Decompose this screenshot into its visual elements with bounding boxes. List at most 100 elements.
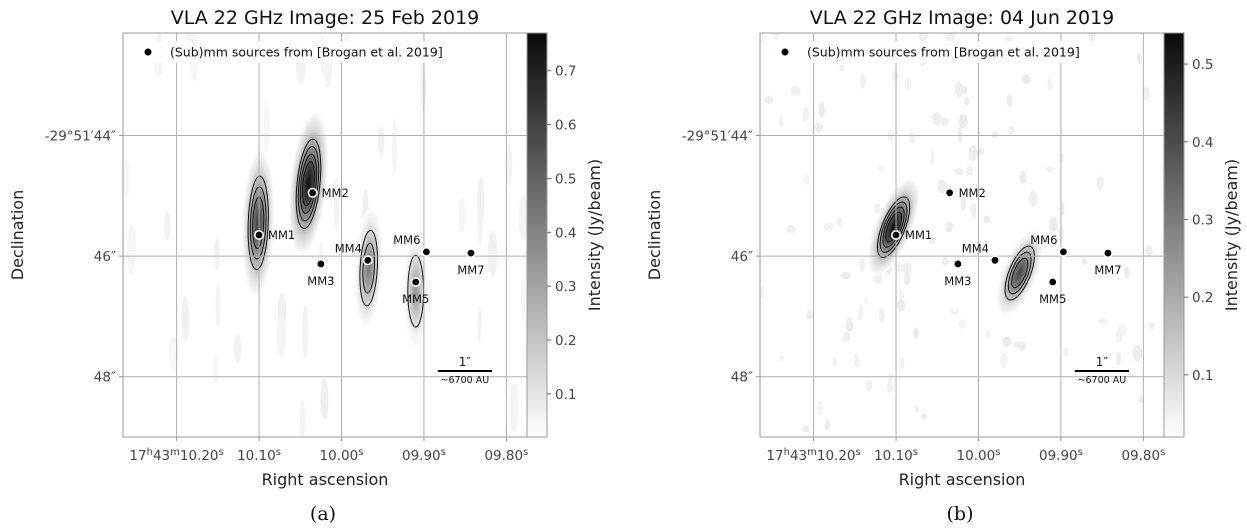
x-tick-sec: 10.20 (180, 448, 219, 464)
emission-fill (867, 178, 920, 276)
x-tick-min: 43 (153, 448, 170, 464)
contour-line (359, 230, 378, 307)
source-marker-mm6: MM6 (393, 233, 432, 257)
x-tick-sec: 09.80 (1121, 448, 1160, 464)
colorbar-scale (526, 32, 548, 438)
scale-bar-label: 1″ (459, 355, 472, 369)
y-tick-label: 48″ (731, 370, 753, 386)
panel-caption: (b) (947, 503, 974, 525)
y-axis: -29°51′44″ 46″ 48″ (682, 129, 760, 386)
source-marker-mm4: MM4 (335, 241, 373, 266)
x-tick-label: 09.90s (1039, 447, 1083, 465)
panel-b: VLA 22 GHz Image: 04 Jun 2019 (Sub)mm sou… (645, 7, 1241, 525)
source-dot (1102, 248, 1113, 259)
source-label: MM3 (944, 274, 971, 288)
source-label: MM1 (268, 228, 295, 242)
contour-line (247, 175, 269, 271)
chart-title: VLA 22 GHz Image: 04 Jun 2019 (810, 7, 1115, 29)
x-tick-sec_unit: s (441, 447, 446, 458)
x-tick-sec: 10.00 (957, 448, 996, 464)
legend-label: (Sub)mm sources from [Brogan et al. 2019… (807, 45, 1080, 60)
x-tick-min: 43 (790, 448, 807, 464)
x-tick-deg_unit: h (784, 447, 790, 458)
source-label: MM7 (1094, 263, 1121, 277)
source-marker-mm2: MM2 (944, 186, 986, 200)
x-tick-label: 10.00s (320, 447, 364, 465)
x-tick-sec_unit: s (219, 447, 224, 458)
source-marker-mm3: MM3 (944, 258, 971, 288)
scale-bar-sublabel: ~6700 AU (1078, 375, 1127, 386)
x-tick-sec: 10.00 (320, 448, 359, 464)
colorbar: 0.1 0.2 0.3 0.4 0.5 0.6 0.7 Intensity (Jy/beam) (526, 32, 604, 438)
source-marker-mm5: MM5 (1039, 277, 1066, 306)
colorbar-tick-label: 0.1 (1192, 368, 1213, 384)
colorbar: 0.1 0.2 0.3 0.4 0.5 Intensity (Jy/beam) (1163, 32, 1241, 438)
colorbar-tick-label: 0.5 (555, 171, 576, 187)
source-dot (410, 277, 421, 288)
source-dot (1058, 246, 1069, 257)
source-dot (307, 187, 318, 198)
x-tick-sec: 09.90 (402, 448, 441, 464)
y-axis-label: Declination (645, 190, 664, 280)
x-tick-sec: 09.80 (484, 448, 523, 464)
source-label: MM5 (402, 292, 429, 306)
x-tick-deg: 17 (129, 448, 146, 464)
source-label: MM5 (1039, 292, 1066, 306)
x-tick-label: 17h43m10.20s (129, 447, 223, 465)
x-tick-label: 17h43m10.20s (766, 447, 860, 465)
intensity-image (123, 33, 527, 437)
x-tick-sec_unit: s (276, 447, 281, 458)
source-dot (952, 258, 963, 269)
x-tick-sec_unit: s (1078, 447, 1083, 458)
x-tick-sec_unit: s (995, 447, 1000, 458)
y-tick-label: 48″ (94, 370, 116, 386)
sources: MM1 MM2 MM3 MM4 MM5 MM6 MM7 (254, 186, 485, 306)
x-tick-sec: 09.90 (1039, 448, 1078, 464)
colorbar-tick-label: 0.4 (1192, 135, 1213, 151)
x-tick-sec_unit: s (1160, 447, 1165, 458)
x-tick-sec_unit: s (358, 447, 363, 458)
source-dot (315, 258, 326, 269)
scale-bar-sublabel: ~6700 AU (441, 375, 490, 386)
legend-box (130, 41, 470, 63)
source-label: MM4 (335, 241, 362, 255)
x-tick-label: 10.10s (237, 447, 281, 465)
x-tick-label: 10.10s (874, 447, 918, 465)
x-tick-min_unit: m (807, 447, 817, 458)
x-tick-min_unit: m (170, 447, 180, 458)
contour-line (885, 211, 902, 243)
contour-line (1011, 257, 1029, 289)
emission-fill (996, 229, 1044, 317)
source-marker-mm1: MM1 (254, 228, 295, 242)
x-tick-deg_unit: h (147, 447, 153, 458)
source-dot (989, 255, 1000, 266)
y-tick-label: 46″ (94, 249, 116, 265)
source-label: MM6 (1030, 233, 1057, 247)
x-tick-sec_unit: s (523, 447, 528, 458)
colorbar-tick-label: 0.6 (555, 118, 576, 134)
contour-line (882, 206, 905, 248)
source-dot (891, 230, 902, 241)
colorbar-tick-label: 0.2 (1192, 290, 1213, 306)
legend-box (767, 41, 1107, 63)
colorbar-tick-label: 0.7 (555, 64, 576, 80)
colorbar-tick-label: 0.5 (1192, 57, 1213, 73)
intensity-image (760, 33, 1164, 437)
emission-blob (996, 229, 1044, 317)
x-axis: 17h43m10.20s 10.10s 10.00s 09.90s 09.80s (766, 437, 1165, 464)
source-label: MM3 (307, 274, 334, 288)
source-marker-mm2: MM2 (307, 186, 349, 200)
source-marker-mm3: MM3 (307, 258, 334, 288)
image-background (123, 33, 527, 437)
contour-line (362, 242, 376, 294)
source-label: MM6 (393, 233, 420, 247)
panel-caption: (a) (310, 503, 336, 525)
source-marker-mm4: MM4 (962, 241, 1000, 266)
source-marker-mm5: MM5 (402, 277, 429, 306)
source-label: MM1 (905, 228, 932, 242)
contour-line (299, 153, 318, 214)
contour-line (295, 138, 322, 229)
source-dot (944, 187, 955, 198)
colorbar-tick-label: 0.4 (555, 225, 576, 241)
